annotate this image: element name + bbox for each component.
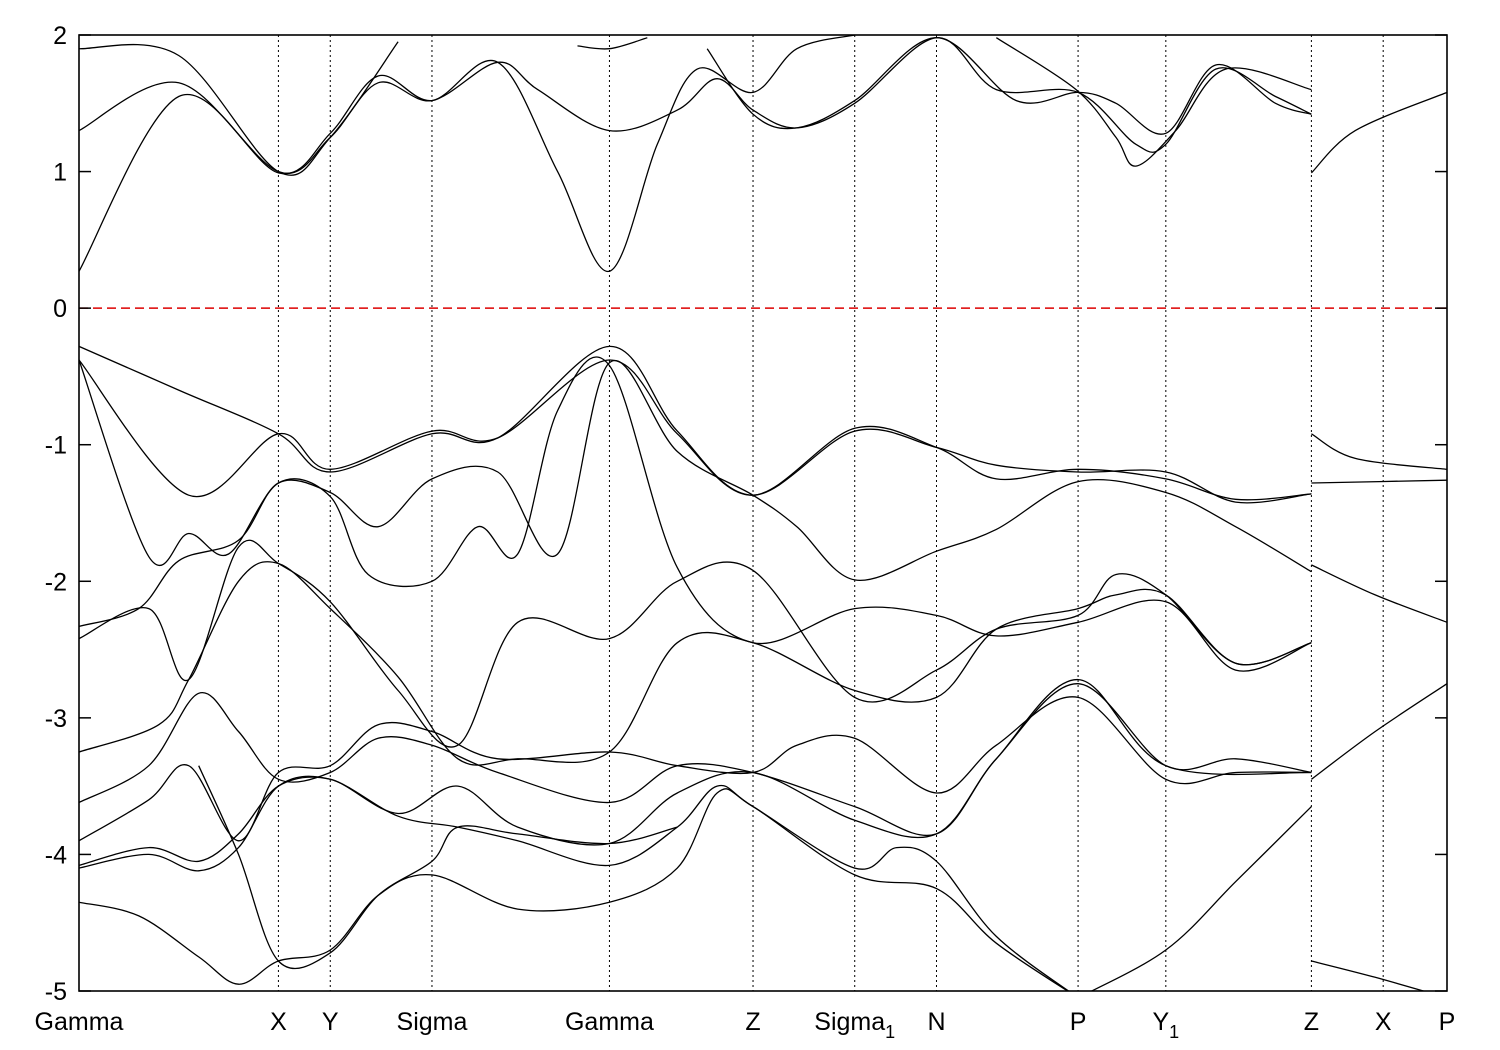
x-kpoint-label: Sigma1 bbox=[814, 1008, 895, 1042]
x-axis-kpoint-labels: Gamma X Y Sigma Gamma Z Sigma1 N P Y1 Z X P bbox=[35, 1008, 1456, 1042]
band-line bbox=[79, 41, 399, 176]
x-kpoint-label: Y bbox=[322, 1008, 339, 1036]
x-kpoint-label: X bbox=[270, 1008, 287, 1036]
y-tick-label: 0 bbox=[53, 295, 67, 323]
x-kpoint-label: P bbox=[1070, 1008, 1087, 1036]
x-kpoint-label: Z bbox=[745, 1008, 760, 1036]
x-kpoint-label: Gamma bbox=[35, 1008, 124, 1036]
y-tick-label: -2 bbox=[45, 568, 67, 596]
band-line bbox=[577, 37, 648, 50]
plot-frame bbox=[78, 34, 1448, 992]
x-kpoint-label: Gamma bbox=[565, 1008, 654, 1036]
x-kpoint-label: N bbox=[927, 1008, 945, 1036]
y-tick-label: -4 bbox=[45, 841, 67, 869]
band-line bbox=[198, 765, 678, 970]
x-kpoint-label: P bbox=[1439, 1008, 1456, 1036]
x-kpoint-label: Y1 bbox=[1152, 1008, 1179, 1042]
band-line bbox=[1311, 433, 1447, 470]
band-line bbox=[706, 37, 1312, 135]
y-axis-ticks: 2 1 0 -1 -2 -3 -4 -5 bbox=[45, 22, 1447, 1006]
band-line bbox=[79, 35, 855, 272]
x-kpoint-label: X bbox=[1375, 1008, 1392, 1036]
band-line bbox=[1310, 91, 1447, 174]
band-line bbox=[79, 539, 1312, 748]
band-line bbox=[1311, 564, 1447, 623]
band-line bbox=[79, 359, 1312, 501]
kpoint-gridlines bbox=[277, 35, 1384, 991]
band-line bbox=[79, 678, 1312, 867]
band-line bbox=[79, 37, 1312, 174]
band-line bbox=[79, 359, 1312, 628]
band-line bbox=[1090, 806, 1312, 991]
y-tick-label: -5 bbox=[45, 978, 67, 1006]
y-tick-label: -1 bbox=[45, 432, 67, 460]
band-lines bbox=[79, 35, 1447, 991]
band-line bbox=[79, 788, 1069, 991]
y-tick-label: 1 bbox=[53, 159, 67, 187]
band-line bbox=[79, 345, 1312, 504]
y-tick-label: 2 bbox=[53, 22, 67, 50]
band-line bbox=[1311, 683, 1447, 780]
band-line bbox=[995, 37, 1312, 167]
band-line bbox=[79, 561, 1312, 766]
x-kpoint-label: Z bbox=[1304, 1008, 1319, 1036]
band-line bbox=[79, 356, 1312, 672]
band-line bbox=[79, 683, 1312, 837]
band-line bbox=[1311, 479, 1447, 484]
y-tick-label: -3 bbox=[45, 705, 67, 733]
x-kpoint-label: Sigma bbox=[397, 1008, 468, 1036]
band-line bbox=[79, 775, 1070, 991]
band-line bbox=[1311, 960, 1426, 991]
band-line bbox=[79, 696, 1312, 842]
